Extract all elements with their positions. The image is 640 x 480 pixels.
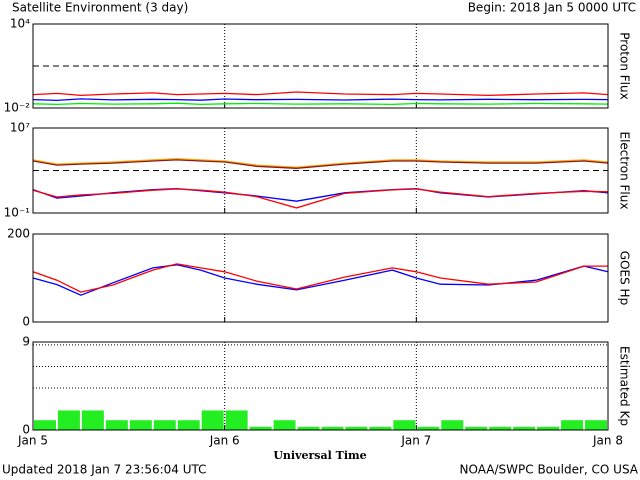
- y-axis-title: GOES Hp: [618, 251, 632, 305]
- kp-bar: [513, 426, 536, 430]
- kp-bar: [489, 426, 512, 430]
- kp-bar: [201, 410, 224, 430]
- data-line: [32, 98, 609, 102]
- kp-bar: [129, 420, 152, 430]
- kp-bar: [57, 410, 80, 430]
- panel-frame-top: [32, 233, 609, 323]
- kp-bar: [273, 420, 296, 430]
- panel-frame-top: [32, 23, 609, 109]
- kp-bar: [249, 426, 272, 430]
- kp-bar: [177, 420, 200, 430]
- kp-bar: [297, 426, 320, 430]
- kp-bar: [105, 420, 128, 430]
- kp-bar: [369, 426, 392, 430]
- y-tick-label: 10⁻¹: [4, 206, 31, 220]
- chart-title: Satellite Environment (3 day): [12, 1, 188, 15]
- data-line: [32, 158, 609, 168]
- updated-time: Updated 2018 Jan 7 23:56:04 UTC: [2, 463, 207, 477]
- y-tick-label: 10⁴: [10, 17, 30, 31]
- x-tick-label: Jan 7: [400, 434, 431, 448]
- kp-bar: [441, 420, 464, 430]
- kp-bar: [417, 426, 440, 430]
- kp-bar: [537, 426, 560, 430]
- y-axis-title: Electron Flux: [618, 132, 632, 210]
- kp-bar: [321, 426, 344, 430]
- panel-frame-top: [32, 341, 609, 431]
- panel-frame-top: [32, 127, 609, 214]
- kp-bar: [465, 426, 488, 430]
- source: NOAA/SWPC Boulder, CO USA: [460, 463, 639, 477]
- y-tick-label: 200: [7, 227, 30, 241]
- x-tick-label: Jan 5: [17, 434, 48, 448]
- y-tick-label: 9: [22, 335, 30, 349]
- kp-bar: [34, 420, 56, 430]
- data-line: [32, 188, 609, 209]
- kp-bar: [393, 420, 416, 430]
- y-tick-label: 0: [22, 315, 30, 329]
- data-line: [32, 91, 609, 97]
- kp-bar: [561, 420, 584, 430]
- y-axis-title: Estimated Kp: [618, 346, 632, 426]
- data-line: [32, 102, 609, 106]
- kp-bar: [585, 420, 607, 430]
- kp-bar: [153, 420, 176, 430]
- data-line: [32, 159, 609, 169]
- x-tick-label: Jan 6: [209, 434, 240, 448]
- y-tick-label: 0: [22, 423, 30, 437]
- kp-bar: [81, 410, 104, 430]
- x-tick-label: Jan 8: [592, 434, 623, 448]
- begin-time: Begin: 2018 Jan 5 0000 UTC: [468, 1, 636, 15]
- y-tick-label: 10⁻²: [4, 101, 31, 115]
- kp-bar: [345, 426, 368, 430]
- y-axis-title: Proton Flux: [618, 32, 632, 99]
- y-tick-label: 10⁷: [10, 121, 30, 135]
- kp-bar: [225, 410, 248, 430]
- data-line: [32, 263, 608, 293]
- x-axis-title: Universal Time: [273, 449, 366, 462]
